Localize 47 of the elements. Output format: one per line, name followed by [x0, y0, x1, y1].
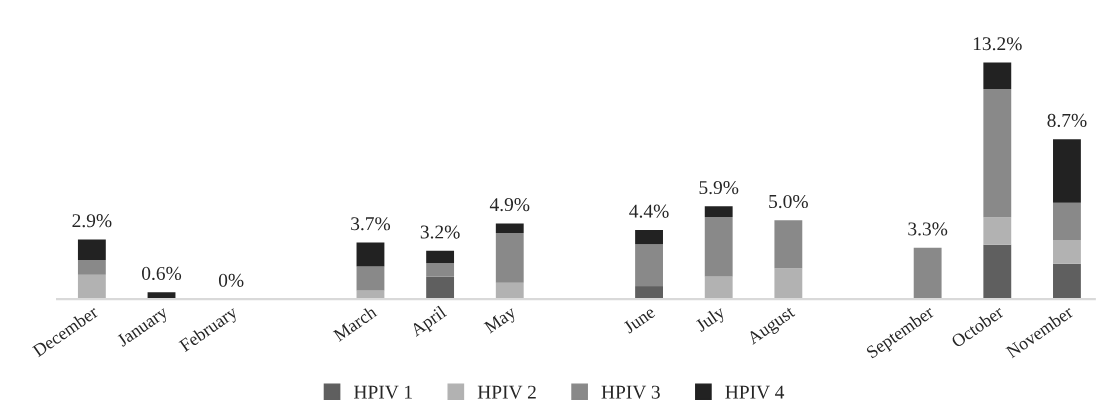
bar	[495, 233, 524, 283]
bar	[635, 230, 663, 245]
annotation: 3.7%	[351, 217, 391, 231]
bar	[495, 223, 524, 234]
x-tick-label: July	[694, 304, 729, 336]
annotation: 5.0%	[769, 194, 808, 209]
bar	[356, 242, 385, 267]
bar	[983, 217, 1012, 245]
bar	[1053, 239, 1081, 264]
bar	[983, 89, 1012, 218]
x-tick-label: May	[483, 305, 520, 337]
bar	[635, 286, 663, 300]
bar	[495, 282, 524, 300]
bar	[426, 263, 455, 277]
bar	[704, 217, 733, 277]
annotation: 4.4%	[629, 204, 669, 218]
annotation: 4.9%	[489, 198, 530, 212]
bar	[77, 260, 106, 275]
legend-label: HPIV 2	[477, 385, 536, 399]
bar	[913, 247, 942, 300]
bar	[1053, 263, 1081, 300]
bar	[704, 206, 733, 218]
bar	[356, 266, 385, 291]
bar	[635, 244, 663, 287]
legend-label: HPIV 4	[725, 385, 785, 399]
bar	[77, 239, 106, 261]
x-tick-label: June	[622, 305, 656, 334]
bar	[1053, 139, 1081, 203]
bar	[774, 220, 803, 269]
annotation: 5.9%	[699, 180, 739, 195]
bar	[704, 276, 733, 300]
annotation: 0%	[218, 273, 244, 287]
annotation: 3.3%	[908, 222, 948, 236]
bar	[983, 62, 1012, 90]
annotation: 13.2%	[973, 37, 1022, 51]
annotation: 3.2%	[420, 225, 460, 239]
bar	[983, 244, 1012, 300]
bar	[77, 274, 106, 300]
annotation: 8.7%	[1047, 113, 1087, 127]
bar	[426, 250, 455, 264]
bar	[774, 268, 803, 300]
bar	[426, 276, 455, 300]
legend-label: HPIV 3	[601, 385, 660, 399]
bar	[1053, 202, 1081, 240]
annotation: 2.9%	[72, 214, 112, 228]
legend-label: HPIV 1	[353, 385, 412, 399]
annotation: 0.6%	[142, 266, 182, 281]
